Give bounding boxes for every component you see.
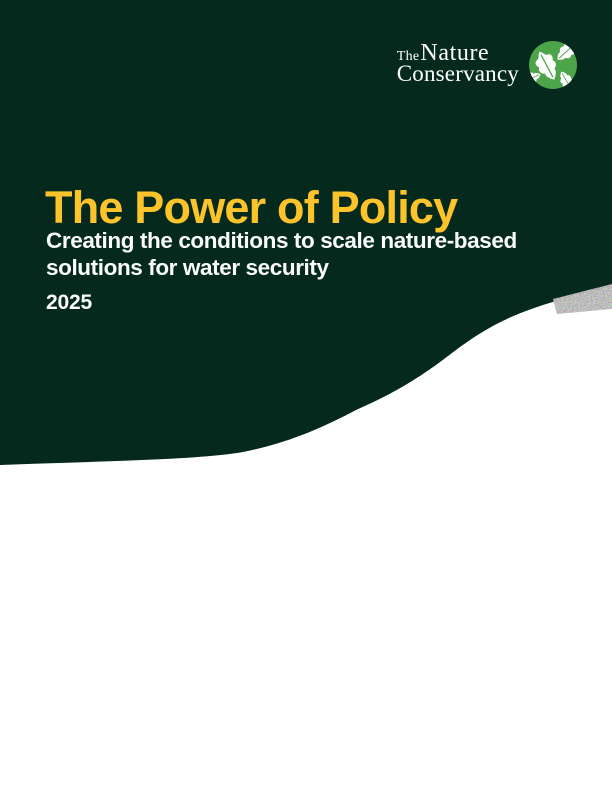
subtitle-line-1: Creating the conditions to scale nature-… — [46, 228, 517, 253]
subtitle-line-2: solutions for water security — [46, 255, 329, 280]
logo-text-conservancy: Conservancy — [396, 61, 519, 86]
cover-title: The Power of Policy — [45, 182, 458, 234]
logo-text-the: The — [396, 49, 420, 64]
cover-year: 2025 — [46, 291, 92, 314]
logo-text-nature: Nature — [420, 40, 490, 66]
wordmark-line-1: The Nature — [397, 41, 519, 65]
hero-wave-background — [0, 0, 612, 465]
tnc-wordmark: The Nature Conservancy — [397, 41, 519, 85]
cover-subtitle: Creating the conditions to scale nature-… — [46, 227, 517, 281]
tnc-logo: The Nature Conservancy — [397, 40, 578, 90]
tnc-globe-icon — [529, 41, 577, 89]
hero-green-panel — [0, 0, 612, 465]
